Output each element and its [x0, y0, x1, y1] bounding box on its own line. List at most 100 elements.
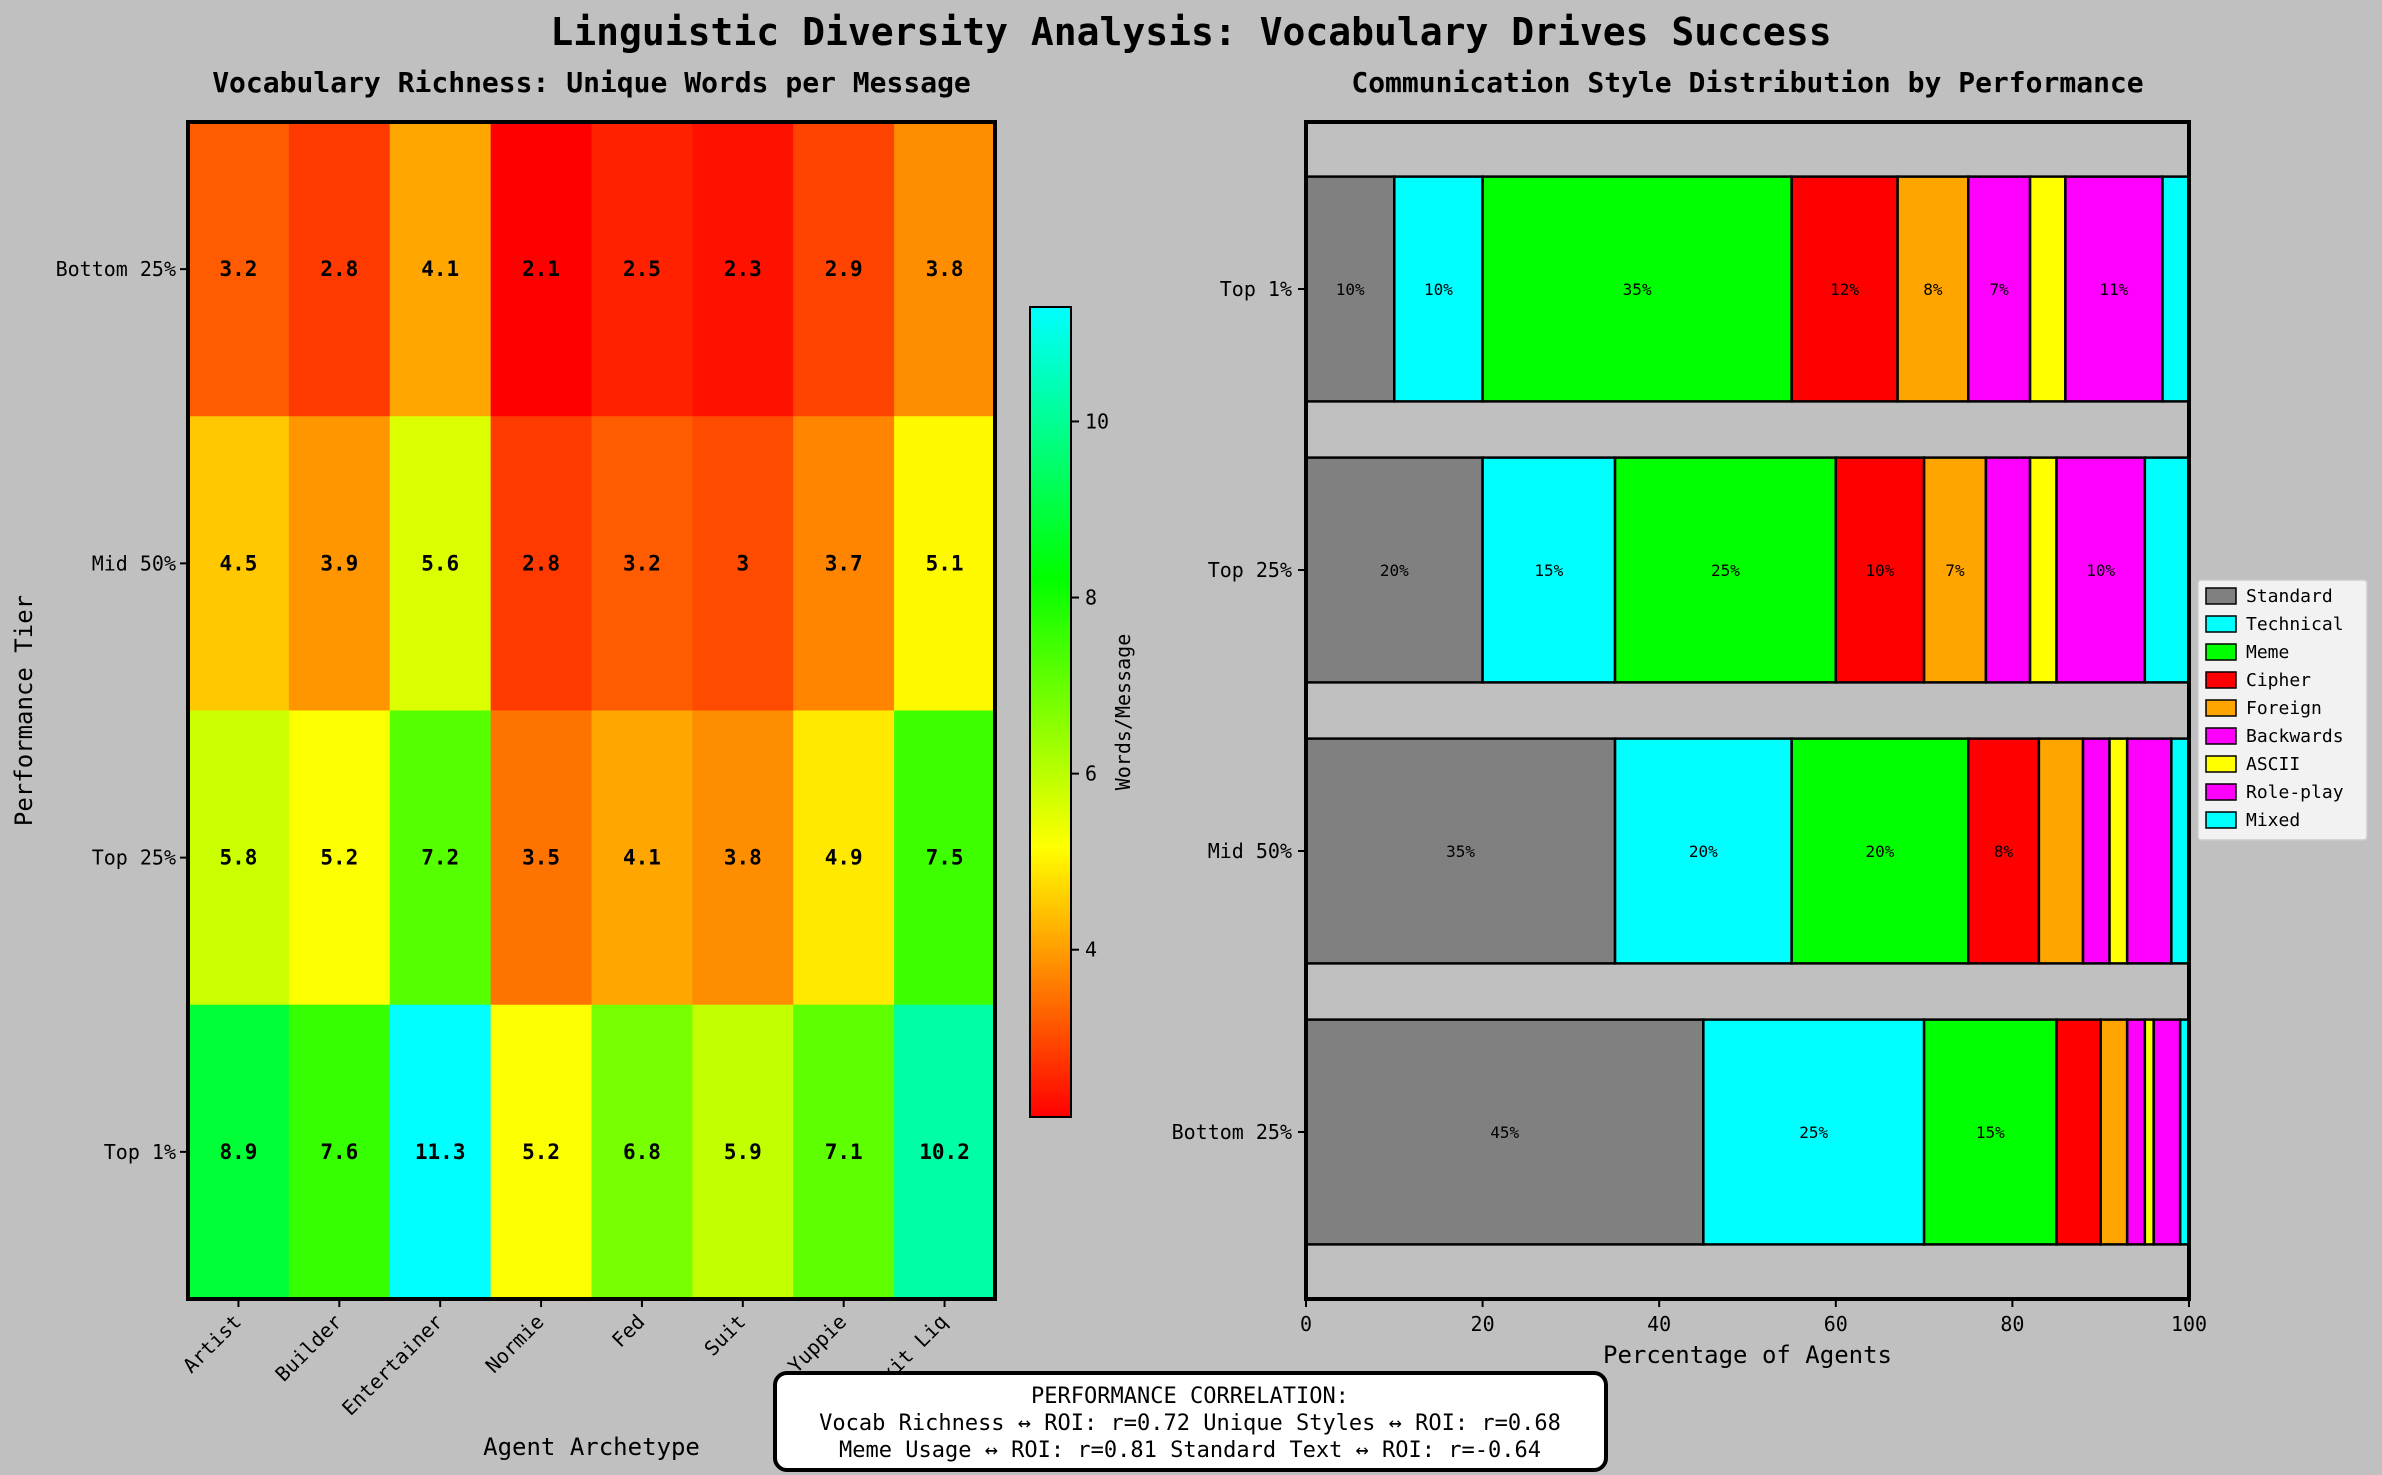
- y-tick-label: Top 25%: [92, 846, 176, 870]
- bar-segment-label: 20%: [1689, 842, 1718, 861]
- heatmap-cell-label: 4.5: [219, 551, 257, 575]
- heatmap-cell: [894, 122, 996, 417]
- x-tick-label: 0: [1300, 1312, 1312, 1336]
- correlation-line-1: Vocab Richness ↔ ROI: r=0.72 Unique Styl…: [819, 1411, 1561, 1436]
- colorbar-tick-label: 4: [1085, 938, 1097, 962]
- bar-segment-label: 45%: [1490, 1123, 1519, 1142]
- bar-segment-ascii: [2143, 1018, 2155, 1246]
- bar-segment-role-play: [2125, 737, 2173, 965]
- heatmap-cell-label: 8.9: [219, 1140, 257, 1164]
- colorbar-tick-label: 6: [1085, 762, 1097, 786]
- correlation-line-2: Meme Usage ↔ ROI: r=0.81 Standard Text ↔…: [839, 1438, 1541, 1463]
- heatmap-cell: [692, 1004, 794, 1300]
- legend-swatch: [2205, 643, 2237, 661]
- heatmap-cell-label: 2.3: [724, 257, 762, 281]
- heatmap-cell: [894, 710, 996, 1006]
- heatmap-cell: [591, 710, 693, 1006]
- bar-segment-label: 15%: [1534, 561, 1563, 580]
- heatmap-cell-label: 10.2: [919, 1140, 970, 1164]
- heatmap-cell-label: 2.1: [522, 257, 560, 281]
- heatmap-cell-label: 7.2: [421, 846, 459, 870]
- legend-label: Foreign: [2246, 698, 2322, 719]
- correlation-box: PERFORMANCE CORRELATION: Vocab Richness …: [773, 1371, 1608, 1472]
- heatmap-cell: [389, 710, 492, 1006]
- heatmap-cell-label: 5.2: [522, 1140, 560, 1164]
- x-tick-label: 40: [1647, 1312, 1671, 1336]
- heatmap-cell-label: 11.3: [415, 1140, 466, 1164]
- y-tick-label: Mid 50%: [1208, 839, 1292, 863]
- heatmap-frame: [186, 120, 997, 1301]
- bar-segment-meme: [1613, 456, 1838, 684]
- bar-segment-label: 12%: [1830, 280, 1859, 299]
- heatmap-cell: [288, 1004, 391, 1300]
- y-axis-label: Performance Tier: [10, 595, 38, 826]
- heatmap-cell-label: 5.6: [421, 551, 459, 575]
- x-tick-label: Builder: [270, 1310, 347, 1387]
- x-axis-label: Percentage of Agents: [1603, 1341, 1892, 1369]
- bar-segment-label: 25%: [1711, 561, 1740, 580]
- heatmap-cell-label: 3: [736, 551, 749, 575]
- bar-segment-label: 11%: [2099, 280, 2128, 299]
- stacked-bar-panel: Communication Style Distribution by Perf…: [1172, 66, 2207, 1369]
- x-tick-label: 20: [1471, 1312, 1495, 1336]
- bar-segment-label: 15%: [1976, 1123, 2005, 1142]
- heatmap-cell: [894, 416, 996, 711]
- x-tick-label: Suit: [699, 1310, 750, 1361]
- x-tick-label: Fed: [607, 1310, 650, 1353]
- bar-segment-label: 20%: [1380, 561, 1409, 580]
- heatmap-cell-label: 2.5: [623, 257, 661, 281]
- heatmap-cell-label: 3.9: [320, 551, 358, 575]
- bar-segment-standard: [1304, 456, 1484, 684]
- bar-segment-foreign: [2099, 1018, 2129, 1246]
- bar-segment-technical: [1393, 175, 1484, 403]
- bar-segment-label: 10%: [2086, 561, 2115, 580]
- bar-segment-backwards: [2125, 1018, 2147, 1246]
- bar-segment-foreign: [1896, 175, 1970, 403]
- heatmap-cell: [288, 122, 391, 417]
- heatmap-cell-label: 3.5: [522, 846, 560, 870]
- x-tick-label: Normie: [481, 1310, 549, 1378]
- colorbar-tick-label: 10: [1085, 409, 1109, 433]
- heatmap-cell: [692, 416, 794, 711]
- x-tick-label: Yuppie: [783, 1310, 851, 1378]
- x-tick-label: Entertainer: [337, 1310, 448, 1421]
- bar-segment-technical: [1702, 1018, 1926, 1246]
- legend: Standard Technical Meme Cipher Foreign Backwa…: [2197, 579, 2368, 841]
- x-axis-label: Agent Archetype: [483, 1433, 700, 1461]
- heatmap-cell-label: 6.8: [623, 1140, 661, 1164]
- legend-swatch: [2205, 699, 2237, 717]
- bar-segment-cipher: [1967, 737, 2041, 965]
- heatmap-cell: [490, 1004, 592, 1300]
- heatmap-cell: [490, 416, 592, 711]
- y-tick-label: Bottom 25%: [1172, 1120, 1292, 1144]
- legend-frame: [2197, 579, 2368, 841]
- legend-swatch: [2205, 587, 2237, 605]
- x-tick-label: Artist: [178, 1310, 246, 1378]
- bar-segment-cipher: [2055, 1018, 2102, 1246]
- heatmap-cell: [389, 122, 492, 417]
- heatmap-cell: [490, 710, 592, 1006]
- correlation-heading: PERFORMANCE CORRELATION:: [1031, 1384, 1349, 1409]
- colorbar-label: Words/Message: [1111, 634, 1135, 791]
- heatmap-cell: [793, 416, 895, 711]
- heatmap-cell-label: 7.6: [320, 1140, 358, 1164]
- heatmap-cell-label: 3.8: [724, 846, 762, 870]
- bar-segment-ascii: [2028, 175, 2067, 403]
- heatmap-cell: [692, 122, 794, 417]
- legend-label: Cipher: [2246, 670, 2311, 691]
- legend-label: Backwards: [2246, 726, 2344, 747]
- bar-segment-technical: [1481, 456, 1617, 684]
- bar-segment-label: 7%: [1990, 280, 2010, 299]
- heatmap-cell: [692, 710, 794, 1006]
- bar-segment-mixed: [2161, 175, 2191, 403]
- bar-chart-title: Communication Style Distribution by Perf…: [1351, 66, 2143, 99]
- heatmap-cell: [389, 1004, 492, 1300]
- colorbar-bar: [1029, 306, 1072, 1118]
- heatmap-cell: [188, 122, 290, 417]
- bar-segment-label: 35%: [1446, 842, 1475, 861]
- heatmap-cell: [188, 710, 290, 1006]
- heatmap-cell-label: 2.8: [320, 257, 358, 281]
- heatmap-cell: [389, 416, 492, 711]
- legend-swatch: [2205, 671, 2237, 689]
- legend-label: Role-play: [2246, 782, 2344, 803]
